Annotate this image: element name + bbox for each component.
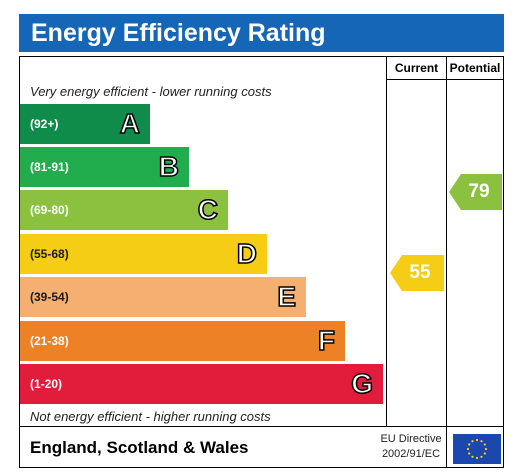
band-letter: A: [119, 107, 141, 140]
band-b: (81-91) B: [20, 147, 189, 187]
band-d: (55-68) D: [20, 234, 267, 274]
eu-star: [468, 452, 471, 455]
divider-footer-flag: [446, 426, 447, 467]
potential-rating-pointer: 79: [449, 174, 502, 210]
potential-rating-value: 79: [468, 181, 490, 202]
eu-directive-line2: 2002/91/EC: [381, 448, 441, 460]
eu-directive-line1: EU Directive: [380, 433, 442, 445]
eu-star: [483, 452, 486, 455]
band-range-label: (21-38): [30, 334, 69, 348]
eu-stars: [466, 438, 488, 460]
band-c: (69-80) C: [20, 190, 228, 230]
eu-star: [484, 447, 488, 451]
eu-star: [483, 443, 486, 446]
eu-star: [471, 440, 474, 443]
band-g: (1-20) G: [20, 364, 383, 404]
eu-star: [471, 455, 474, 458]
band-letter: F: [317, 324, 336, 357]
band-a: (92+) A: [20, 104, 150, 144]
band-letter: B: [158, 150, 180, 183]
potential-arrow-shape: [449, 174, 502, 210]
band-range-label: (92+): [30, 117, 59, 131]
bottom-caption: Not energy efficient - higher running co…: [30, 409, 271, 424]
eu-star: [475, 456, 479, 460]
band-f: (21-38) F: [20, 321, 345, 361]
band-letter: C: [197, 193, 219, 226]
eu-star: [468, 443, 471, 446]
band-range-label: (1-20): [30, 377, 63, 391]
title-banner: Energy Efficiency Rating: [19, 14, 504, 52]
rating-table: [19, 56, 504, 468]
band-letter: D: [236, 237, 258, 270]
eu-star: [466, 447, 470, 451]
current-arrow-shape: [390, 255, 444, 291]
eu-star: [480, 440, 483, 443]
divider-footer-row: [19, 426, 504, 427]
eu-directive-label: EU Directive 2002/91/EC: [376, 432, 446, 462]
chart-title: Energy Efficiency Rating: [31, 19, 326, 47]
band-letter: E: [277, 280, 297, 313]
band-range-label: (39-54): [30, 290, 69, 304]
column-header-current: Current: [394, 61, 439, 75]
column-header-potential: Potential: [449, 61, 501, 75]
top-caption: Very energy efficient - lower running co…: [30, 84, 272, 99]
eu-star: [480, 455, 483, 458]
divider-current-left: [386, 56, 387, 426]
divider-potential-left: [446, 56, 447, 426]
eu-star: [475, 438, 479, 442]
band-range-label: (69-80): [30, 203, 69, 217]
footer-region-label: England, Scotland & Wales: [30, 438, 249, 457]
eu-flag-icon: [453, 434, 501, 464]
band-e: (39-54) E: [20, 277, 306, 317]
band-letter: G: [350, 367, 373, 400]
band-range-label: (55-68): [30, 247, 69, 261]
current-rating-pointer: 55: [390, 255, 444, 291]
current-rating-value: 55: [409, 262, 431, 283]
divider-header-row: [386, 79, 503, 80]
band-range-label: (81-91): [30, 160, 69, 174]
